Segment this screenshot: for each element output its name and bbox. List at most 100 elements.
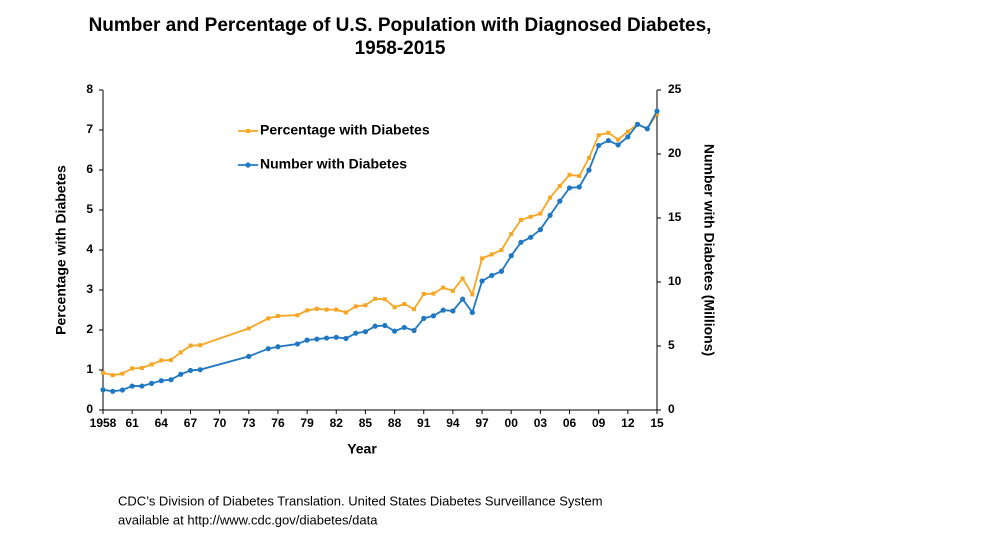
data-point — [634, 121, 641, 127]
data-point — [576, 184, 582, 190]
data-point — [605, 137, 612, 144]
data-point — [169, 358, 174, 362]
data-point — [518, 218, 523, 222]
x-tick-label: 15 — [650, 416, 664, 430]
data-point — [149, 362, 154, 367]
source-note: CDC’s Division of Diabetes Translation. … — [118, 493, 603, 508]
data-point — [528, 214, 533, 219]
y2-tick-label: 0 — [668, 402, 675, 416]
x-tick-label: 70 — [213, 416, 227, 430]
data-point — [188, 343, 193, 348]
y-tick-label: 4 — [86, 242, 93, 256]
data-point — [139, 383, 145, 389]
data-point — [548, 195, 553, 200]
y-tick-label: 1 — [86, 362, 93, 376]
data-point — [294, 341, 300, 347]
data-point — [159, 358, 164, 363]
data-point — [430, 313, 437, 319]
x-tick-label: 09 — [592, 416, 606, 430]
y-tick-label: 6 — [86, 162, 93, 176]
data-point — [411, 327, 417, 334]
chart-title: Number and Percentage of U.S. Population… — [89, 15, 712, 36]
data-point — [197, 367, 203, 373]
data-point — [101, 370, 105, 375]
data-point — [460, 276, 465, 281]
data-point — [509, 232, 514, 236]
y2-axis-label: Number with Diabetes (Millions) — [701, 144, 717, 356]
y-tick-label: 3 — [86, 282, 93, 296]
data-point — [566, 185, 573, 191]
data-point — [616, 137, 621, 142]
data-point — [392, 305, 397, 310]
y2-tick-label: 20 — [668, 146, 682, 160]
data-point — [450, 288, 455, 293]
data-point — [295, 313, 300, 318]
data-point — [353, 304, 358, 309]
data-point — [557, 184, 562, 188]
data-point — [644, 126, 650, 132]
data-point — [343, 335, 349, 342]
data-point — [470, 292, 475, 297]
data-point — [586, 156, 591, 160]
y-tick-label: 2 — [86, 322, 93, 336]
data-point — [198, 343, 203, 348]
data-point — [557, 198, 563, 204]
data-point — [129, 383, 135, 389]
data-point — [577, 174, 582, 178]
data-point — [382, 322, 388, 329]
data-point — [508, 253, 514, 259]
data-point — [334, 307, 339, 312]
data-line — [102, 110, 658, 393]
legend-marker — [245, 162, 251, 168]
data-point — [479, 278, 485, 284]
x-tick-label: 76 — [271, 416, 285, 430]
x-axis-label: Year — [347, 441, 377, 457]
data-point — [110, 388, 116, 394]
source-note: available at http://www.cdc.gov/diabetes… — [118, 512, 378, 527]
x-tick-label: 64 — [155, 416, 169, 430]
data-point — [655, 112, 659, 116]
y2-tick-label: 5 — [668, 338, 675, 352]
data-point — [139, 366, 144, 370]
data-point — [625, 134, 631, 140]
legend-marker — [246, 129, 250, 133]
data-point — [178, 350, 183, 355]
data-point — [450, 308, 456, 314]
data-point — [275, 344, 281, 350]
data-point — [528, 234, 534, 240]
data-point — [382, 297, 387, 302]
data-point — [441, 285, 446, 290]
data-point — [372, 323, 378, 329]
data-point — [518, 239, 524, 245]
x-tick-label: 73 — [242, 416, 256, 430]
x-tick-label: 06 — [563, 416, 577, 430]
data-point — [480, 256, 485, 261]
data-point — [489, 252, 494, 257]
x-tick-label: 82 — [330, 416, 344, 430]
y-tick-label: 7 — [86, 122, 93, 136]
data-point — [431, 291, 436, 296]
x-tick-label: 03 — [534, 416, 548, 430]
data-line — [102, 113, 658, 377]
x-tick-label: 79 — [300, 416, 314, 430]
data-point — [440, 307, 446, 313]
x-tick-label: 61 — [125, 416, 139, 430]
data-point — [314, 336, 320, 342]
legend-label: Percentage with Diabetes — [260, 122, 430, 138]
data-point — [265, 346, 271, 352]
data-point — [119, 387, 126, 393]
data-point — [110, 373, 115, 378]
data-point — [654, 108, 660, 114]
x-tick-label: 97 — [475, 416, 489, 430]
data-point — [168, 377, 174, 383]
data-point — [625, 129, 630, 134]
data-point — [362, 329, 369, 335]
data-point — [130, 366, 135, 371]
data-point — [343, 310, 348, 315]
data-point — [489, 272, 495, 279]
y-tick-label: 8 — [86, 82, 93, 96]
y2-tick-label: 25 — [668, 82, 682, 96]
data-point — [606, 130, 611, 135]
data-point — [498, 268, 505, 274]
